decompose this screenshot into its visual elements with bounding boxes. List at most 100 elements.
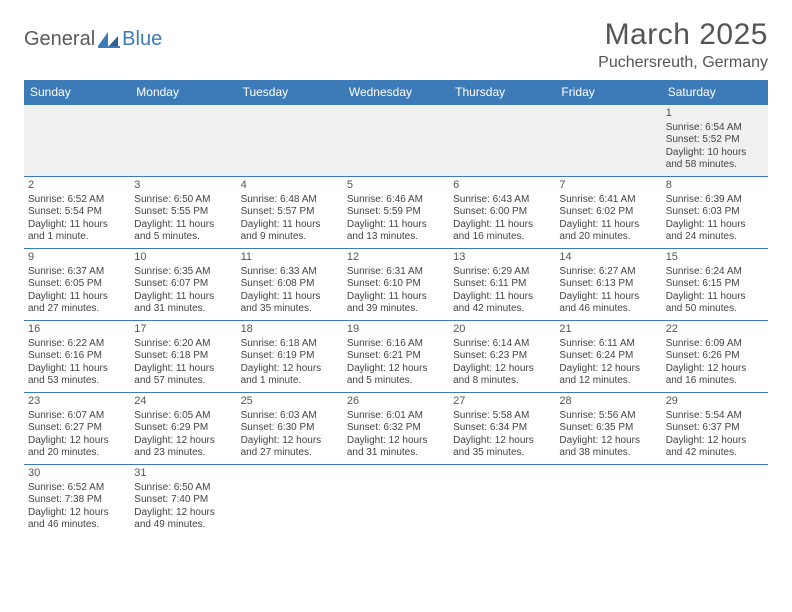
day-number: 31 xyxy=(134,467,232,481)
day-number: 7 xyxy=(559,179,657,193)
day-number: 1 xyxy=(666,107,764,121)
title-block: March 2025 Puchersreuth, Germany xyxy=(598,18,768,72)
calendar-table: Sunday Monday Tuesday Wednesday Thursday… xyxy=(24,80,768,537)
sunset-text: Sunset: 6:18 PM xyxy=(134,350,232,363)
sunset-text: Sunset: 5:55 PM xyxy=(134,206,232,219)
daylight-text: Daylight: 12 hours and 8 minutes. xyxy=(453,363,551,388)
day-cell: 16Sunrise: 6:22 AMSunset: 6:16 PMDayligh… xyxy=(24,321,130,393)
daylight-text: Daylight: 12 hours and 5 minutes. xyxy=(347,363,445,388)
sunrise-text: Sunrise: 6:52 AM xyxy=(28,482,126,495)
day-number: 21 xyxy=(559,323,657,337)
sunset-text: Sunset: 6:19 PM xyxy=(241,350,339,363)
day-number: 11 xyxy=(241,251,339,265)
day-cell: 1Sunrise: 6:54 AMSunset: 5:52 PMDaylight… xyxy=(662,105,768,177)
sunset-text: Sunset: 6:08 PM xyxy=(241,278,339,291)
weekday-header: Tuesday xyxy=(237,80,343,105)
day-number: 26 xyxy=(347,395,445,409)
sunset-text: Sunset: 6:02 PM xyxy=(559,206,657,219)
sunset-text: Sunset: 6:03 PM xyxy=(666,206,764,219)
sunset-text: Sunset: 6:34 PM xyxy=(453,422,551,435)
day-cell: 15Sunrise: 6:24 AMSunset: 6:15 PMDayligh… xyxy=(662,249,768,321)
location-subtitle: Puchersreuth, Germany xyxy=(598,54,768,72)
daylight-text: Daylight: 11 hours and 9 minutes. xyxy=(241,219,339,244)
calendar-page: General Blue March 2025 Puchersreuth, Ge… xyxy=(0,0,792,612)
sunrise-text: Sunrise: 6:05 AM xyxy=(134,410,232,423)
day-number: 24 xyxy=(134,395,232,409)
day-cell: 5Sunrise: 6:46 AMSunset: 5:59 PMDaylight… xyxy=(343,177,449,249)
empty-cell xyxy=(449,105,555,177)
day-cell: 29Sunrise: 5:54 AMSunset: 6:37 PMDayligh… xyxy=(662,393,768,465)
weekday-header-row: Sunday Monday Tuesday Wednesday Thursday… xyxy=(24,80,768,105)
day-number: 19 xyxy=(347,323,445,337)
sunrise-text: Sunrise: 6:09 AM xyxy=(666,338,764,351)
logo: General Blue xyxy=(24,18,162,51)
sunset-text: Sunset: 6:00 PM xyxy=(453,206,551,219)
sunset-text: Sunset: 6:05 PM xyxy=(28,278,126,291)
week-row: 23Sunrise: 6:07 AMSunset: 6:27 PMDayligh… xyxy=(24,393,768,465)
day-number: 10 xyxy=(134,251,232,265)
sunrise-text: Sunrise: 6:11 AM xyxy=(559,338,657,351)
sunset-text: Sunset: 6:27 PM xyxy=(28,422,126,435)
empty-cell xyxy=(449,465,555,537)
sunrise-text: Sunrise: 6:31 AM xyxy=(347,266,445,279)
sunrise-text: Sunrise: 6:33 AM xyxy=(241,266,339,279)
weekday-header: Monday xyxy=(130,80,236,105)
day-cell: 21Sunrise: 6:11 AMSunset: 6:24 PMDayligh… xyxy=(555,321,661,393)
sunrise-text: Sunrise: 6:43 AM xyxy=(453,194,551,207)
day-number: 29 xyxy=(666,395,764,409)
day-cell: 19Sunrise: 6:16 AMSunset: 6:21 PMDayligh… xyxy=(343,321,449,393)
weekday-header: Sunday xyxy=(24,80,130,105)
day-cell: 23Sunrise: 6:07 AMSunset: 6:27 PMDayligh… xyxy=(24,393,130,465)
sunset-text: Sunset: 6:10 PM xyxy=(347,278,445,291)
sunrise-text: Sunrise: 5:54 AM xyxy=(666,410,764,423)
day-number: 15 xyxy=(666,251,764,265)
logo-text-blue: Blue xyxy=(122,28,162,51)
empty-cell xyxy=(343,465,449,537)
day-cell: 11Sunrise: 6:33 AMSunset: 6:08 PMDayligh… xyxy=(237,249,343,321)
month-title: March 2025 xyxy=(598,18,768,52)
week-row: 1Sunrise: 6:54 AMSunset: 5:52 PMDaylight… xyxy=(24,105,768,177)
empty-cell xyxy=(662,465,768,537)
sunset-text: Sunset: 6:24 PM xyxy=(559,350,657,363)
sunrise-text: Sunrise: 6:46 AM xyxy=(347,194,445,207)
empty-cell xyxy=(237,105,343,177)
day-cell: 20Sunrise: 6:14 AMSunset: 6:23 PMDayligh… xyxy=(449,321,555,393)
sunrise-text: Sunrise: 6:27 AM xyxy=(559,266,657,279)
daylight-text: Daylight: 12 hours and 49 minutes. xyxy=(134,507,232,532)
sunset-text: Sunset: 5:52 PM xyxy=(666,134,764,147)
day-cell: 8Sunrise: 6:39 AMSunset: 6:03 PMDaylight… xyxy=(662,177,768,249)
sunset-text: Sunset: 6:35 PM xyxy=(559,422,657,435)
day-number: 22 xyxy=(666,323,764,337)
day-number: 6 xyxy=(453,179,551,193)
sunset-text: Sunset: 6:23 PM xyxy=(453,350,551,363)
empty-cell xyxy=(555,105,661,177)
empty-cell xyxy=(130,105,236,177)
day-number: 14 xyxy=(559,251,657,265)
page-header: General Blue March 2025 Puchersreuth, Ge… xyxy=(24,18,768,72)
sunrise-text: Sunrise: 6:24 AM xyxy=(666,266,764,279)
day-cell: 27Sunrise: 5:58 AMSunset: 6:34 PMDayligh… xyxy=(449,393,555,465)
day-cell: 17Sunrise: 6:20 AMSunset: 6:18 PMDayligh… xyxy=(130,321,236,393)
sunrise-text: Sunrise: 6:16 AM xyxy=(347,338,445,351)
day-cell: 7Sunrise: 6:41 AMSunset: 6:02 PMDaylight… xyxy=(555,177,661,249)
week-row: 30Sunrise: 6:52 AMSunset: 7:38 PMDayligh… xyxy=(24,465,768,537)
day-number: 27 xyxy=(453,395,551,409)
daylight-text: Daylight: 11 hours and 13 minutes. xyxy=(347,219,445,244)
sunset-text: Sunset: 5:59 PM xyxy=(347,206,445,219)
day-cell: 2Sunrise: 6:52 AMSunset: 5:54 PMDaylight… xyxy=(24,177,130,249)
daylight-text: Daylight: 12 hours and 23 minutes. xyxy=(134,435,232,460)
day-cell: 22Sunrise: 6:09 AMSunset: 6:26 PMDayligh… xyxy=(662,321,768,393)
day-cell: 4Sunrise: 6:48 AMSunset: 5:57 PMDaylight… xyxy=(237,177,343,249)
daylight-text: Daylight: 12 hours and 20 minutes. xyxy=(28,435,126,460)
weekday-header: Thursday xyxy=(449,80,555,105)
sunrise-text: Sunrise: 6:14 AM xyxy=(453,338,551,351)
daylight-text: Daylight: 12 hours and 46 minutes. xyxy=(28,507,126,532)
daylight-text: Daylight: 11 hours and 16 minutes. xyxy=(453,219,551,244)
sunset-text: Sunset: 6:21 PM xyxy=(347,350,445,363)
weekday-header: Saturday xyxy=(662,80,768,105)
day-cell: 25Sunrise: 6:03 AMSunset: 6:30 PMDayligh… xyxy=(237,393,343,465)
daylight-text: Daylight: 11 hours and 35 minutes. xyxy=(241,291,339,316)
sunset-text: Sunset: 6:11 PM xyxy=(453,278,551,291)
sunset-text: Sunset: 6:37 PM xyxy=(666,422,764,435)
daylight-text: Daylight: 11 hours and 39 minutes. xyxy=(347,291,445,316)
